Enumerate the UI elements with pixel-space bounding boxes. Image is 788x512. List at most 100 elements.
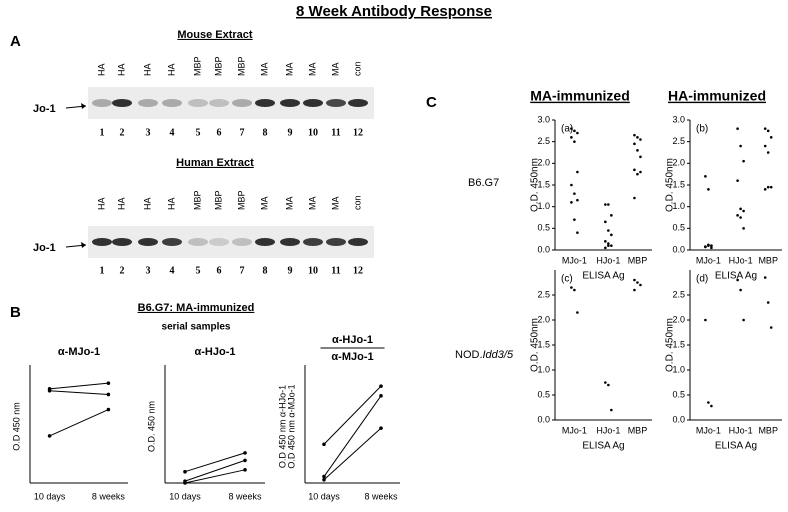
data-point <box>576 231 579 234</box>
data-point <box>610 233 613 237</box>
column-header: HA-immunized <box>668 88 766 104</box>
lane-label: MBP <box>213 190 223 210</box>
data-point <box>739 207 742 211</box>
annotation: (c) <box>561 274 573 285</box>
lane-number: 4 <box>170 265 175 276</box>
row-label: NOD.Idd3/5 <box>455 349 514 361</box>
y-axis-label: O.D. 450nm <box>530 318 541 372</box>
y-tick-label: 0.0 <box>672 244 685 254</box>
data-point <box>106 392 111 397</box>
figure-title: 8 Week Antibody Response <box>296 3 492 20</box>
marker-label: Jo-1 <box>33 103 56 115</box>
y-tick-label: 2.5 <box>672 136 685 146</box>
blot-band <box>92 238 112 246</box>
marker-arrowhead <box>81 242 86 248</box>
blot-band <box>162 238 182 246</box>
x-tick-label: 8 weeks <box>228 491 262 501</box>
data-point <box>570 286 573 289</box>
blot-band <box>188 238 208 246</box>
data-point <box>707 243 710 247</box>
blot-band <box>112 99 132 107</box>
lane-number: 2 <box>120 127 125 138</box>
lane-number: 9 <box>288 265 293 276</box>
data-point <box>243 451 247 455</box>
x-tick-label: 10 days <box>169 491 201 501</box>
data-point <box>736 179 739 182</box>
data-point <box>573 192 576 195</box>
data-point <box>639 138 642 141</box>
data-point <box>607 244 610 247</box>
x-tick-label: 8 weeks <box>92 491 126 501</box>
x-tick-label: MBP <box>628 425 648 435</box>
lane-label: MA <box>284 197 294 211</box>
data-point <box>576 131 579 135</box>
blot-band <box>138 238 158 246</box>
chart-title: α-MJo-1 <box>331 351 373 363</box>
y-tick-label: 3.0 <box>537 114 550 124</box>
x-tick-label: HJo-1 <box>729 255 753 265</box>
data-point <box>604 246 607 250</box>
x-tick-label: HJo-1 <box>596 425 620 435</box>
marker-arrowhead <box>81 103 86 109</box>
lane-label: MA <box>259 197 269 211</box>
data-point <box>573 218 576 221</box>
y-tick-label: 1.5 <box>537 179 550 189</box>
data-point <box>604 203 607 206</box>
lane-number: 10 <box>308 265 318 276</box>
column-header: MA-immunized <box>530 88 630 104</box>
y-tick-label: 1.0 <box>537 201 550 211</box>
data-point <box>639 155 642 159</box>
blot-band <box>188 99 208 107</box>
data-point <box>736 278 739 282</box>
data-point <box>570 183 573 187</box>
data-point <box>766 151 770 154</box>
data-point <box>106 381 111 385</box>
lane-number: 5 <box>196 127 201 138</box>
data-point <box>573 140 576 143</box>
data-point <box>570 136 573 139</box>
data-point <box>604 381 607 384</box>
data-point <box>633 142 636 146</box>
data-point <box>47 434 52 438</box>
y-tick-label: 2.5 <box>672 289 685 299</box>
marker-label: Jo-1 <box>33 242 56 254</box>
y-tick-label: 2.5 <box>537 136 550 146</box>
data-point <box>766 185 770 189</box>
blot-band <box>232 238 252 246</box>
data-point <box>639 170 642 174</box>
series-line <box>323 427 382 481</box>
lane-number: 6 <box>217 127 222 138</box>
data-point <box>763 127 767 130</box>
lane-number: 12 <box>353 127 363 138</box>
data-point <box>769 185 773 189</box>
lane-label: HA <box>116 197 126 210</box>
x-tick-label: HJo-1 <box>729 425 753 435</box>
y-tick-label: 1.0 <box>672 201 685 211</box>
data-point <box>607 242 610 245</box>
x-tick-label: 8 weeks <box>364 491 398 501</box>
data-point <box>610 214 613 217</box>
x-tick-label: MJo-1 <box>562 425 587 435</box>
blot-band <box>209 238 229 246</box>
data-point <box>742 159 745 163</box>
y-tick-label: 3.0 <box>672 114 685 124</box>
panel-title: B6.G7: MA-immunized <box>138 302 255 314</box>
data-point <box>573 288 576 292</box>
lane-number: 1 <box>100 265 105 276</box>
lane-number: 3 <box>146 127 151 138</box>
data-point <box>576 311 579 314</box>
data-point <box>322 477 326 482</box>
lane-number: 7 <box>240 127 245 138</box>
lane-number: 5 <box>196 265 201 276</box>
y-tick-label: 0.5 <box>537 223 550 233</box>
lane-number: 1 <box>100 127 105 138</box>
data-point <box>607 383 610 387</box>
data-point <box>379 384 383 388</box>
blot-band <box>303 238 323 246</box>
data-point <box>322 474 326 479</box>
series-line <box>49 390 109 395</box>
series-line <box>184 452 246 473</box>
y-tick-label: 0.5 <box>672 389 685 399</box>
lane-number: 8 <box>263 265 268 276</box>
